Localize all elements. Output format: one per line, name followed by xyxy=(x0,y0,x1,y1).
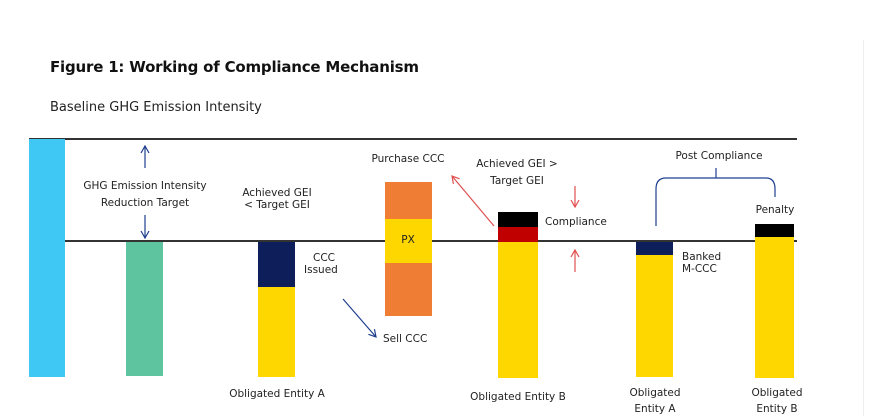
post-entity-b-label-2: Entity B xyxy=(756,403,797,415)
post-entity-b-bar xyxy=(755,237,794,378)
post-entity-a-bar xyxy=(636,255,673,377)
post-entity-a-banked-bar xyxy=(636,242,673,255)
post-compliance-bracket xyxy=(655,177,776,226)
entity-a-surplus-bar xyxy=(258,242,295,287)
entity-a-bar xyxy=(258,287,295,377)
post-entity-b-penalty-bar xyxy=(755,224,794,237)
entity-b-label: Obligated Entity B xyxy=(470,391,566,403)
entity-a-label: Obligated Entity A xyxy=(229,388,325,400)
purchase-ccc-label: Purchase CCC xyxy=(371,153,444,165)
entity-b-excess-black-bar xyxy=(498,212,538,227)
reduction-target-label-1: GHG Emission Intensity xyxy=(83,180,206,192)
entity-b-excess-red-bar xyxy=(498,227,538,242)
achieved-a-label-1: Achieved GEI xyxy=(242,187,311,199)
figure-subtitle: Baseline GHG Emission Intensity xyxy=(50,100,262,115)
figure-title: Figure 1: Working of Compliance Mechanis… xyxy=(50,58,419,76)
ccc-issued-label-2: Issued xyxy=(304,264,338,276)
ccc-issued-label-1: CCC xyxy=(313,252,335,264)
page-divider xyxy=(863,40,864,416)
px-bottom-bar xyxy=(385,263,432,316)
reduction-target-label-2: Reduction Target xyxy=(101,197,189,209)
penalty-label: Penalty xyxy=(756,204,795,216)
px-top-bar xyxy=(385,182,432,219)
sell-ccc-label: Sell CCC xyxy=(383,333,427,345)
px-middle-bar xyxy=(385,219,432,263)
sell-ccc-arrow xyxy=(342,298,377,338)
post-entity-b-label-1: Obligated xyxy=(751,387,802,399)
banked-label-2: M-CCC xyxy=(682,263,717,275)
achieved-b-label-2: Target GEI xyxy=(489,175,544,187)
px-label: PX xyxy=(401,234,415,246)
banked-label-1: Banked xyxy=(682,251,721,263)
post-compliance-label: Post Compliance xyxy=(675,150,762,162)
entity-b-bar xyxy=(498,242,538,378)
post-entity-a-label-2: Entity A xyxy=(634,403,676,415)
purchase-ccc-arrow xyxy=(451,175,495,227)
achieved-a-label-2: < Target GEI xyxy=(244,199,310,211)
post-entity-a-label-1: Obligated xyxy=(629,387,680,399)
achieved-b-label-1: Achieved GEI > xyxy=(476,158,557,170)
target-bar xyxy=(126,242,163,376)
compliance-label: Compliance xyxy=(545,216,607,228)
baseline-bar xyxy=(29,139,65,377)
